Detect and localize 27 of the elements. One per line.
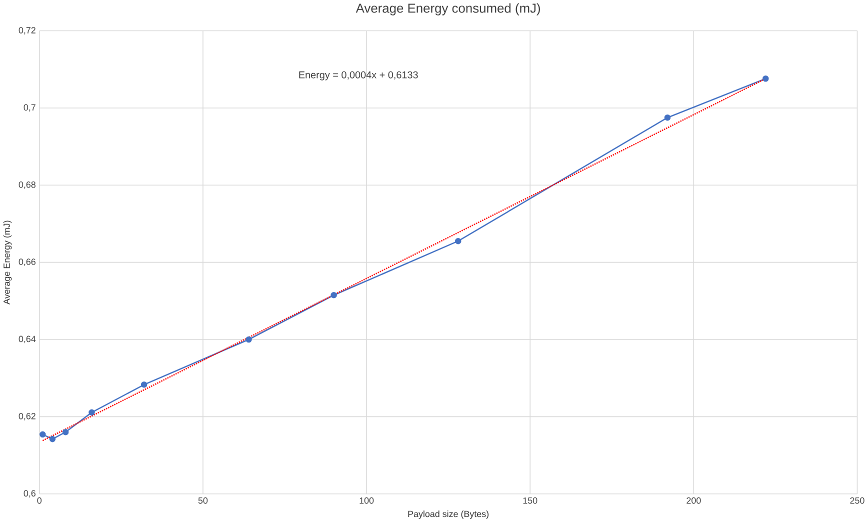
x-tick-label: 100 xyxy=(360,497,374,504)
y-tick-label: 0,72 xyxy=(18,27,36,34)
annotation: Energy = 0,0004x + 0,6133 xyxy=(299,71,418,80)
point xyxy=(40,431,46,438)
y-tick-label: 0,64 xyxy=(18,336,36,344)
point xyxy=(762,75,769,82)
point xyxy=(49,436,56,442)
x-axis-title: Payload size (Bytes) xyxy=(408,510,489,519)
x-tick-label: 50 xyxy=(198,497,208,504)
x-tick-label: 0 xyxy=(37,497,42,504)
x-tick-label: 150 xyxy=(523,497,538,504)
y-tick-label: 0,6 xyxy=(24,490,36,498)
point xyxy=(330,292,337,298)
x-tick-label: 250 xyxy=(850,497,864,504)
point xyxy=(246,336,252,343)
y-tick-label: 0,62 xyxy=(18,412,36,420)
point xyxy=(455,238,462,244)
y-tick-label: 0,7 xyxy=(24,104,36,112)
point xyxy=(140,381,148,388)
point xyxy=(664,114,671,121)
y-tick-label: 0,68 xyxy=(18,181,36,189)
y-axis-title: Average Energy (mJ) xyxy=(3,220,12,304)
point xyxy=(62,428,69,436)
y-tick-label: 0,66 xyxy=(18,258,36,266)
point xyxy=(88,409,95,416)
x-tick-label: 200 xyxy=(686,497,701,504)
chart-title: Average Energy consumed (mJ) xyxy=(356,3,540,16)
